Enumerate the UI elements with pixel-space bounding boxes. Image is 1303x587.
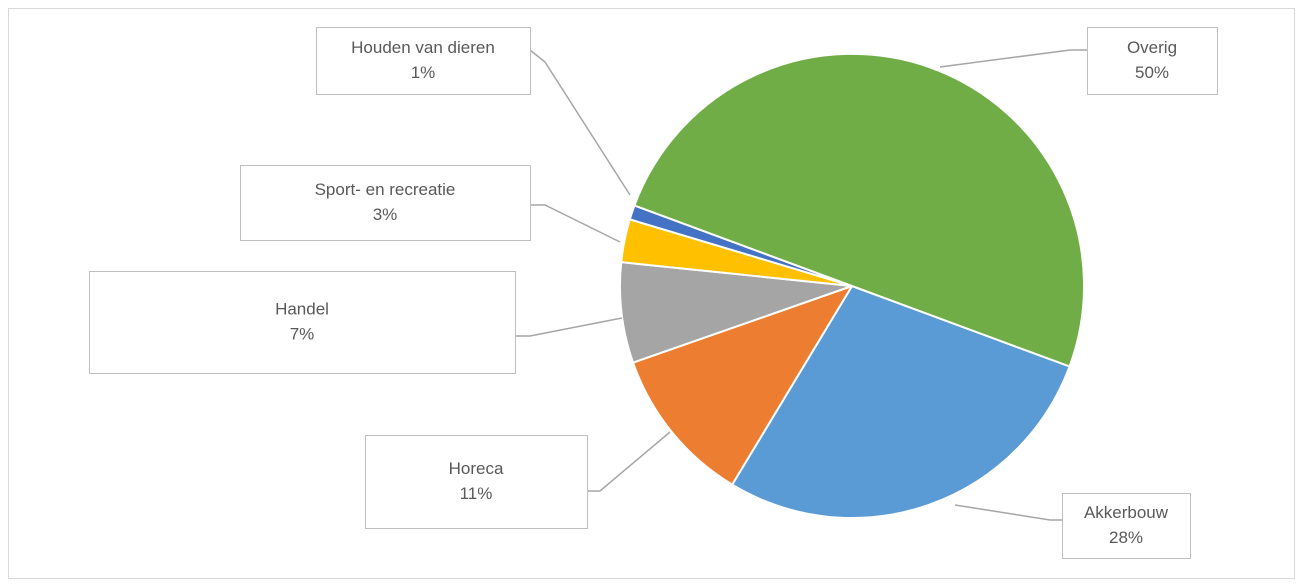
value-label: 3% <box>373 205 398 224</box>
value-label: 28% <box>1109 528 1143 547</box>
category-label: Akkerbouw <box>1084 503 1169 522</box>
leader-line <box>530 204 621 243</box>
pie-slice <box>631 284 855 487</box>
value-label: 1% <box>411 63 436 82</box>
leader-line <box>587 431 671 492</box>
category-label: Overig <box>1127 38 1177 57</box>
leader-line <box>939 49 1087 68</box>
value-label: 7% <box>290 324 315 343</box>
leader-line <box>954 504 1062 521</box>
label-box <box>316 27 531 95</box>
category-label: Houden van dieren <box>351 38 495 57</box>
pie-slice <box>619 261 853 364</box>
leader-line <box>529 49 631 196</box>
label-box <box>1062 493 1191 559</box>
pie-slice <box>730 284 1071 519</box>
label-box <box>365 435 588 529</box>
label-box <box>89 271 516 374</box>
value-label: 11% <box>460 484 493 503</box>
leader-line <box>515 317 623 337</box>
category-label: Handel <box>275 299 329 318</box>
label-box <box>1087 27 1218 95</box>
category-label: Horeca <box>449 459 504 478</box>
value-label: 50% <box>1135 63 1169 82</box>
pie-slice <box>633 52 1086 368</box>
label-box <box>240 165 531 241</box>
category-label: Sport- en recreatie <box>315 180 456 199</box>
